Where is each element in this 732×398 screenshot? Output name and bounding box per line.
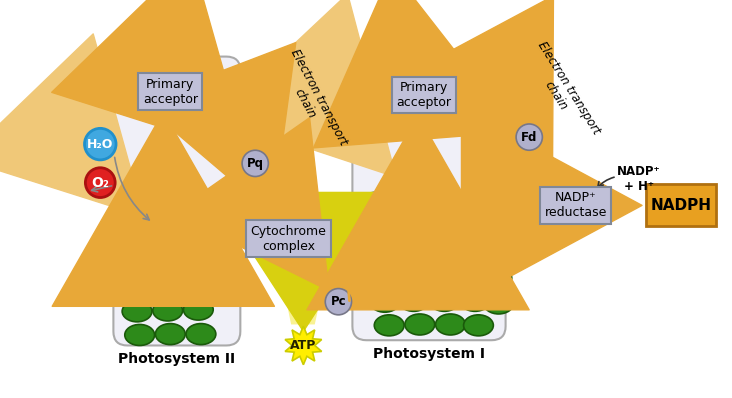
Text: Primary
acceptor: Primary acceptor <box>397 81 452 109</box>
Ellipse shape <box>421 189 450 211</box>
FancyBboxPatch shape <box>646 184 716 226</box>
Text: Fd: Fd <box>521 131 537 144</box>
Ellipse shape <box>153 300 182 321</box>
Text: Pc: Pc <box>331 295 346 308</box>
Ellipse shape <box>370 291 400 312</box>
Text: Cytochrome
complex: Cytochrome complex <box>250 224 326 253</box>
Ellipse shape <box>116 253 146 274</box>
Text: NADPH: NADPH <box>650 198 712 213</box>
Ellipse shape <box>164 218 199 240</box>
Text: ATP: ATP <box>290 339 316 352</box>
Text: Pq: Pq <box>247 157 264 170</box>
Ellipse shape <box>425 265 455 286</box>
Ellipse shape <box>484 293 513 314</box>
Ellipse shape <box>155 324 185 345</box>
Text: Photosystem II: Photosystem II <box>119 353 236 367</box>
Ellipse shape <box>405 314 435 335</box>
Ellipse shape <box>395 178 430 201</box>
Ellipse shape <box>154 226 184 246</box>
Ellipse shape <box>122 301 152 322</box>
Ellipse shape <box>124 324 154 345</box>
Text: Photosystem I: Photosystem I <box>373 347 485 361</box>
Circle shape <box>516 124 542 150</box>
Ellipse shape <box>185 227 215 248</box>
Text: Electron transport
chain: Electron transport chain <box>274 47 350 154</box>
Ellipse shape <box>473 219 503 240</box>
Ellipse shape <box>414 216 444 237</box>
Circle shape <box>242 150 269 176</box>
Ellipse shape <box>430 290 459 311</box>
Ellipse shape <box>175 250 204 271</box>
Ellipse shape <box>178 275 208 297</box>
Text: NADP⁺
reductase: NADP⁺ reductase <box>545 191 607 219</box>
Ellipse shape <box>450 242 480 263</box>
Ellipse shape <box>411 178 446 201</box>
Text: Primary
acceptor: Primary acceptor <box>143 78 198 105</box>
FancyBboxPatch shape <box>113 57 240 345</box>
Ellipse shape <box>201 253 231 274</box>
Ellipse shape <box>421 241 450 262</box>
Ellipse shape <box>436 314 466 335</box>
Ellipse shape <box>482 267 512 289</box>
Ellipse shape <box>456 266 485 287</box>
Ellipse shape <box>361 192 391 213</box>
Ellipse shape <box>361 243 391 264</box>
Ellipse shape <box>122 227 152 248</box>
Ellipse shape <box>463 315 493 336</box>
Ellipse shape <box>203 277 234 298</box>
Ellipse shape <box>444 217 474 238</box>
Ellipse shape <box>390 189 420 211</box>
Ellipse shape <box>356 219 386 240</box>
Ellipse shape <box>149 218 184 240</box>
Ellipse shape <box>399 290 428 311</box>
Ellipse shape <box>374 315 404 336</box>
Ellipse shape <box>365 267 395 288</box>
Polygon shape <box>280 267 326 324</box>
Ellipse shape <box>186 324 216 345</box>
Ellipse shape <box>395 266 424 287</box>
Polygon shape <box>285 326 321 365</box>
Text: NADP⁺
+ H⁺: NADP⁺ + H⁺ <box>617 165 660 193</box>
Ellipse shape <box>149 276 178 297</box>
FancyBboxPatch shape <box>352 69 506 340</box>
Ellipse shape <box>477 195 507 216</box>
Ellipse shape <box>145 251 175 272</box>
Text: O₂: O₂ <box>92 176 109 189</box>
Ellipse shape <box>390 242 420 263</box>
Circle shape <box>84 129 116 160</box>
Ellipse shape <box>477 243 507 264</box>
Ellipse shape <box>385 217 414 238</box>
Ellipse shape <box>460 290 490 311</box>
Circle shape <box>86 168 115 197</box>
Text: Electron transport
chain: Electron transport chain <box>523 39 602 144</box>
Ellipse shape <box>184 299 213 320</box>
Ellipse shape <box>452 192 481 213</box>
Text: H₂O: H₂O <box>87 138 113 150</box>
Ellipse shape <box>119 277 149 298</box>
Circle shape <box>325 289 351 315</box>
